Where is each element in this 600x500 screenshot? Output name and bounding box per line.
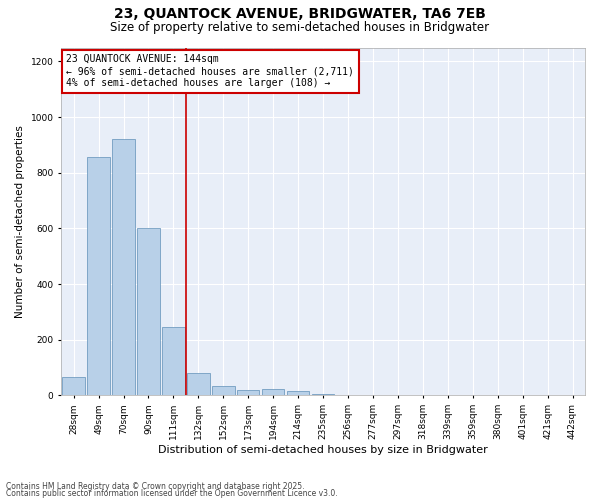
Bar [262,390,284,396]
Text: 23, QUANTOCK AVENUE, BRIDGWATER, TA6 7EB: 23, QUANTOCK AVENUE, BRIDGWATER, TA6 7EB [114,8,486,22]
Bar [112,140,135,396]
Text: Contains public sector information licensed under the Open Government Licence v3: Contains public sector information licen… [6,489,338,498]
Bar [237,390,259,396]
Bar [212,386,235,396]
Text: 23 QUANTOCK AVENUE: 144sqm
← 96% of semi-detached houses are smaller (2,711)
4% : 23 QUANTOCK AVENUE: 144sqm ← 96% of semi… [67,54,355,88]
Y-axis label: Number of semi-detached properties: Number of semi-detached properties [15,125,25,318]
Bar [162,327,185,396]
Text: Contains HM Land Registry data © Crown copyright and database right 2025.: Contains HM Land Registry data © Crown c… [6,482,305,491]
Bar [88,158,110,396]
Bar [187,373,209,396]
Bar [312,394,334,396]
Text: Size of property relative to semi-detached houses in Bridgwater: Size of property relative to semi-detach… [110,21,490,34]
X-axis label: Distribution of semi-detached houses by size in Bridgwater: Distribution of semi-detached houses by … [158,445,488,455]
Bar [137,228,160,396]
Bar [337,395,359,396]
Bar [287,392,310,396]
Bar [62,378,85,396]
